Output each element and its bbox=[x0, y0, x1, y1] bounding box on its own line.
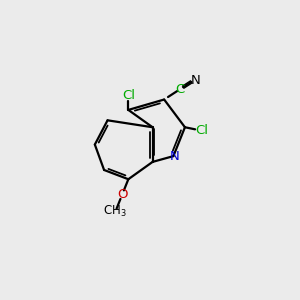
Text: O: O bbox=[117, 188, 128, 201]
Text: N: N bbox=[190, 74, 200, 86]
Text: Cl: Cl bbox=[195, 124, 208, 137]
Text: N: N bbox=[170, 150, 179, 163]
Text: C: C bbox=[175, 83, 184, 96]
Text: Cl: Cl bbox=[122, 89, 135, 102]
Text: CH$_3$: CH$_3$ bbox=[103, 204, 127, 219]
